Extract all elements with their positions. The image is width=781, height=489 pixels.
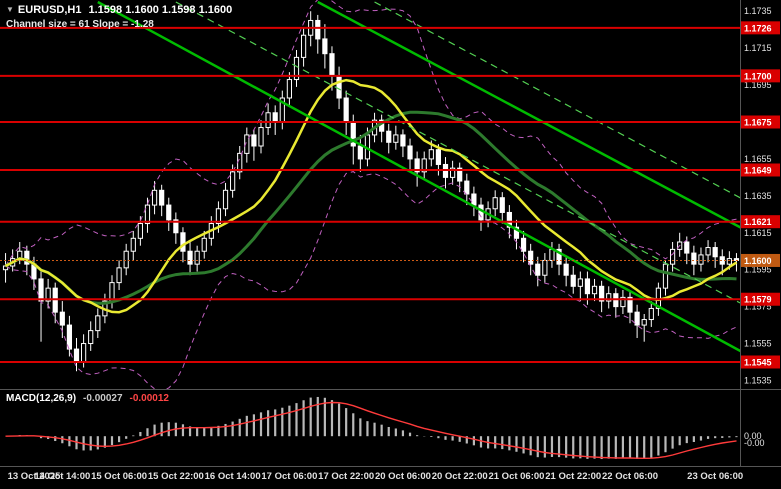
level-price-badge [741, 355, 780, 369]
price-tick-label: 1.1635 [744, 191, 772, 201]
price-tick-label: 1.1655 [744, 154, 772, 164]
time-tick-label: 22 Oct 06:00 [602, 471, 658, 482]
price-axis[interactable]: 1.1735 1.1715 1.1695 1.1655 1.1635 1.1615 1.15… [741, 6, 780, 385]
time-tick-label: 20 Oct 06:00 [375, 471, 431, 482]
level-price-label: 1.1700 [744, 71, 772, 81]
time-tick-label: 21 Oct 06:00 [488, 471, 544, 482]
time-tick-label: 15 Oct 22:00 [148, 471, 204, 482]
current-price-badge [741, 253, 780, 267]
time-tick-label: 13 Oct 2025 [8, 471, 62, 482]
level-price-label: 1.1675 [744, 118, 772, 128]
macd-indicator-label: MACD(12,26,9) -0.00027 -0.00012 [6, 393, 169, 404]
ma-slow-line [4, 110, 737, 305]
macd-name: MACD(12,26,9) [6, 393, 77, 404]
time-tick-label: 21 Oct 22:00 [545, 471, 601, 482]
price-tick-label: 1.1535 [744, 375, 772, 385]
ohlc-values: 1.1598 1.1600 1.1598 1.1600 [88, 4, 233, 16]
time-tick-label: 17 Oct 22:00 [318, 471, 374, 482]
level-price-label: 1.1621 [744, 217, 772, 227]
chart-title: ▼ EURUSD,H1 1.1598 1.1600 1.1598 1.1600 [6, 4, 232, 16]
level-price-badge [741, 69, 780, 83]
trend-channel-line[interactable] [97, 0, 744, 353]
price-tick-label: 1.1575 [744, 302, 772, 312]
price-pane [0, 0, 744, 389]
time-tick-label: 17 Oct 06:00 [261, 471, 317, 482]
bollinger-upper-line [5, 0, 737, 267]
macd-signal-value: -0.00012 [129, 393, 169, 404]
level-price-label: 1.1545 [744, 358, 772, 368]
macd-signal-curve [5, 401, 737, 460]
price-tick-label: 1.1595 [744, 265, 772, 275]
macd-pane: 0.00-0.00 [5, 396, 765, 460]
level-price-badge [741, 163, 780, 177]
level-price-label: 1.1649 [744, 166, 772, 176]
level-price-badge [741, 115, 780, 129]
price-tick-label: 1.1715 [744, 43, 772, 53]
trend-channel-line[interactable] [374, 1, 744, 200]
price-tick-label: 1.1555 [744, 339, 772, 349]
time-tick-label: 23 Oct 06:00 [687, 471, 743, 482]
time-tick-label: 14 Oct 14:00 [34, 471, 90, 482]
candles-layer [2, 11, 740, 372]
level-price-badge [741, 292, 780, 306]
level-price-badge [741, 215, 780, 229]
price-tick-label: 1.1735 [744, 6, 772, 16]
chart-dropdown-icon: ▼ [6, 5, 14, 14]
symbol-period-label: EURUSD,H1 [17, 4, 82, 16]
price-tick-label: 1.1615 [744, 228, 772, 238]
price-tick-label: 1.1695 [744, 80, 772, 90]
channel-info-label: Channel size = 61 Slope = -1.28 [6, 19, 154, 30]
bollinger-lower-line [5, 171, 737, 389]
current-price-label: 1.1600 [744, 256, 772, 266]
macd-main-value: -0.00027 [83, 393, 123, 404]
time-tick-label: 20 Oct 22:00 [432, 471, 488, 482]
level-price-label: 1.1579 [744, 295, 772, 305]
time-tick-label: 16 Oct 14:00 [205, 471, 261, 482]
level-price-label: 1.1726 [744, 23, 772, 33]
ma-fast-line [4, 78, 738, 314]
time-tick-label: 15 Oct 06:00 [91, 471, 147, 482]
level-price-badge [741, 21, 780, 35]
macd-tick-label: 0.00 [744, 431, 762, 441]
trend-channel-line[interactable] [317, 0, 744, 229]
macd-tick-label: -0.00 [744, 438, 765, 448]
